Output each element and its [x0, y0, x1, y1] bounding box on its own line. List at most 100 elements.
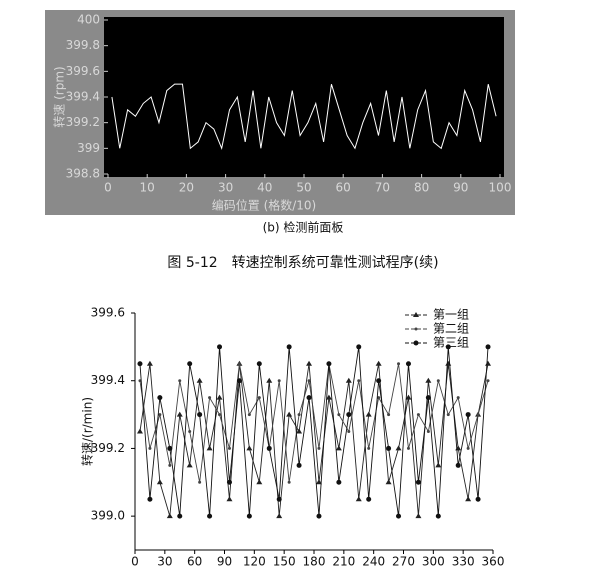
- marker: [377, 396, 381, 400]
- marker: [146, 360, 153, 366]
- marker: [316, 513, 322, 519]
- marker: [357, 379, 361, 383]
- y-tick-label: 399.4: [66, 90, 100, 104]
- marker: [315, 479, 322, 485]
- figure-title: 图 5-12 转速控制系统可靠性测试程序(续): [167, 254, 438, 271]
- marker: [227, 446, 231, 450]
- y-tick-label: 399.2: [91, 441, 125, 455]
- y-tick-label: 399.4: [91, 373, 125, 387]
- marker: [176, 411, 183, 417]
- x-tick-label: 330: [452, 555, 475, 569]
- marker: [425, 377, 432, 383]
- marker: [237, 362, 241, 366]
- marker: [367, 446, 371, 450]
- y-tick-label: 399.6: [91, 306, 125, 320]
- marker: [287, 480, 291, 484]
- marker: [466, 446, 470, 450]
- marker: [186, 462, 193, 468]
- x-tick-label: 210: [332, 555, 355, 569]
- marker: [286, 344, 292, 350]
- marker: [365, 411, 372, 417]
- marker: [445, 360, 452, 366]
- marker: [136, 428, 143, 434]
- x-tick-label: 180: [303, 555, 326, 569]
- x-tick-label: 100: [489, 181, 512, 195]
- x-tick-label: 80: [414, 181, 429, 195]
- marker: [306, 395, 312, 401]
- marker: [337, 413, 341, 417]
- x-tick-label: 60: [336, 181, 351, 195]
- marker: [236, 378, 242, 384]
- marker: [375, 360, 382, 366]
- marker: [187, 361, 193, 367]
- marker: [426, 430, 430, 433]
- marker: [395, 445, 402, 451]
- marker: [325, 394, 332, 400]
- x-tick-label: 120: [243, 555, 266, 569]
- marker: [456, 396, 460, 400]
- marker: [147, 496, 153, 502]
- marker: [405, 394, 412, 400]
- marker: [168, 463, 172, 467]
- series-line: [139, 363, 489, 483]
- legend-marker: [413, 340, 419, 346]
- series-line: [139, 363, 489, 517]
- marker: [196, 377, 203, 383]
- marker: [405, 361, 411, 367]
- marker: [336, 479, 342, 485]
- marker: [416, 413, 420, 417]
- x-tick-label: 70: [375, 181, 390, 195]
- marker: [435, 513, 441, 519]
- marker: [156, 479, 163, 485]
- marker: [257, 396, 261, 400]
- x-tick-label: 90: [453, 181, 468, 195]
- caption: (b) 检测前面板: [263, 220, 344, 235]
- marker: [197, 412, 203, 418]
- marker: [167, 445, 173, 451]
- marker: [157, 395, 163, 401]
- marker: [307, 379, 311, 383]
- y-tick-label: 399.2: [66, 115, 100, 129]
- marker: [216, 394, 223, 400]
- marker: [345, 377, 352, 383]
- marker: [406, 446, 410, 450]
- x-tick-label: 300: [422, 555, 445, 569]
- x-tick-label: 60: [187, 555, 202, 569]
- marker: [415, 479, 421, 485]
- marker: [346, 412, 352, 418]
- marker: [435, 462, 442, 468]
- legend-marker: [413, 312, 419, 317]
- marker: [177, 513, 183, 519]
- marker: [475, 496, 481, 502]
- marker: [226, 496, 233, 502]
- y-axis-label: 转速/(r/min): [80, 397, 95, 466]
- marker: [247, 413, 251, 417]
- marker: [178, 379, 182, 383]
- marker: [286, 411, 293, 417]
- y-tick-label: 399.6: [66, 64, 100, 78]
- marker: [455, 462, 461, 468]
- marker: [326, 361, 332, 367]
- x-tick-label: 270: [392, 555, 415, 569]
- marker: [246, 513, 252, 519]
- marker: [256, 479, 263, 485]
- marker: [317, 446, 321, 450]
- marker: [385, 479, 392, 485]
- marker: [306, 360, 313, 366]
- marker: [188, 430, 192, 433]
- marker: [446, 413, 450, 417]
- x-tick-label: 360: [482, 555, 505, 569]
- legend-label: 第一组: [433, 308, 469, 322]
- marker: [256, 361, 262, 367]
- series-line: [111, 83, 497, 151]
- marker: [347, 430, 351, 433]
- legend-marker: [414, 327, 418, 331]
- y-axis-label: 转速 (rpm): [52, 66, 67, 127]
- marker: [198, 480, 202, 484]
- marker: [207, 513, 213, 519]
- x-tick-label: 30: [157, 555, 172, 569]
- marker: [465, 412, 471, 418]
- chart: 399.0 399.2 399.4 399.6 0 30 60 90 120 150 180 210 2…: [80, 306, 505, 569]
